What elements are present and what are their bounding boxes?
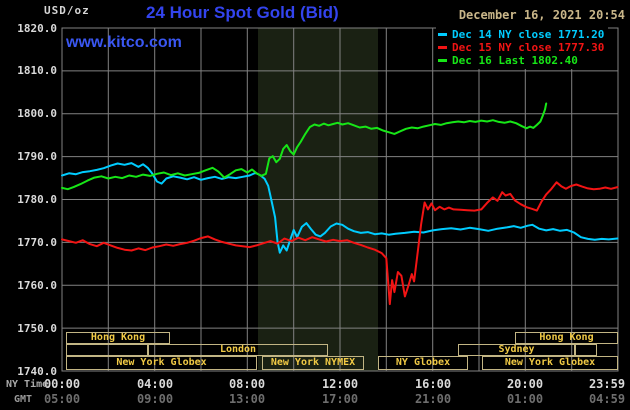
session-box-ny-globex: NY Globex [378,356,468,370]
y-axis-label: 1800.0 [17,107,57,120]
x-axis-label-ny: 12:00 [321,377,359,391]
legend-label: Dec 15 NY close 1777.30 [452,41,605,54]
x-axis-label-ny: 20:00 [506,377,544,391]
y-axis-label: 1790.0 [17,150,57,163]
y-axis-label: 1760.0 [17,279,57,292]
x-axis-label-gmt: 17:00 [321,392,359,406]
legend-line-swatch [438,33,447,36]
x-axis-label-ny: 16:00 [414,377,452,391]
legend-label: Dec 16 Last 1802.40 [452,54,578,67]
x-axis-label-gmt: 09:00 [136,392,174,406]
session-box [66,344,148,356]
page-title: 24 Hour Spot Gold (Bid) [146,3,339,22]
legend-line-swatch [438,59,447,62]
plot-border [61,27,619,372]
x-axis-label-ny: 00:00 [43,377,81,391]
x-axis-label-ny: 23:59 [588,377,626,391]
y-axis-units-label: USD/oz [44,4,90,17]
datetime-label: December 16, 2021 20:54 [458,8,625,22]
session-box-new-york-globex: New York Globex [482,356,618,370]
legend-line-swatch [438,46,447,49]
session-box [575,344,597,356]
y-axis-label: 1750.0 [17,322,57,335]
y-axis-label: 1780.0 [17,193,57,206]
y-axis-label: 1810.0 [17,64,57,77]
legend-item: Dec 16 Last 1802.40 [438,54,604,67]
session-box-london: London [148,344,328,356]
gmt-axis-label: GMT [14,394,33,405]
series-dec-14-ny-close [61,162,619,254]
ny-time-axis-label: NY Time [6,379,49,390]
session-box-sydney: Sydney [458,344,575,356]
x-axis-label-gmt: 05:00 [43,392,81,406]
session-box-new-york-globex: New York Globex [66,356,257,370]
kitco-link[interactable]: www.kitco.com [66,34,182,51]
y-axis-label: 1740.0 [17,365,57,378]
session-box-hong-kong: Hong Kong [66,332,170,344]
x-axis-label-gmt: 13:00 [228,392,266,406]
x-axis-label-gmt: 04:59 [588,392,626,406]
x-axis-label-gmt: 21:00 [414,392,452,406]
session-box-new-york-nymex: New York NYMEX [262,356,364,370]
y-axis-label: 1770.0 [17,236,57,249]
legend-item: Dec 14 NY close 1771.20 [438,28,604,41]
y-axis-label: 1820.0 [17,22,57,35]
legend-item: Dec 15 NY close 1777.30 [438,41,604,54]
x-axis-label-ny: 08:00 [228,377,266,391]
x-axis-label-ny: 04:00 [136,377,174,391]
legend: Dec 14 NY close 1771.20 Dec 15 NY close 1… [436,26,609,69]
series-dec-15-ny-close [61,181,619,306]
series-dec-16-last [61,102,548,191]
legend-label: Dec 14 NY close 1771.20 [452,28,605,41]
x-axis-label-gmt: 01:00 [506,392,544,406]
session-box-hong-kong: Hong Kong [515,332,618,344]
